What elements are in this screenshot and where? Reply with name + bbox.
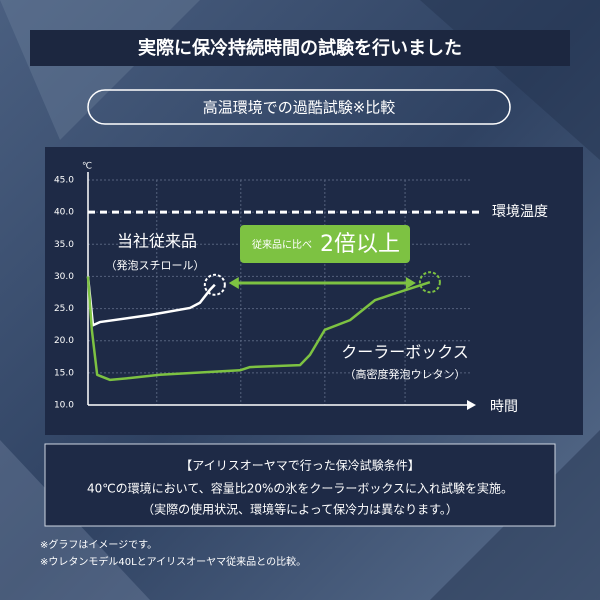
y-tick-label: 40.0 bbox=[54, 208, 74, 218]
y-tick-label: 30.0 bbox=[54, 272, 74, 282]
x-axis-arrow bbox=[467, 400, 476, 410]
y-tick-label: 45.0 bbox=[54, 176, 74, 186]
x-axis-label: 時間 bbox=[490, 399, 518, 415]
annotation-main: 2倍以上 bbox=[320, 232, 400, 257]
subtitle-pill bbox=[87, 89, 511, 125]
subtitle: 高温環境での過酷試験※比較 bbox=[203, 99, 396, 117]
y-tick-label: 25.0 bbox=[54, 304, 74, 314]
conditions-line: 40℃の環境において、容量比20%の氷をクーラーボックスに入れ試験を実施。 bbox=[87, 481, 513, 496]
series-material: （発泡スチロール） bbox=[106, 258, 205, 272]
end-highlight bbox=[418, 271, 441, 294]
y-unit: ℃ bbox=[82, 162, 92, 172]
annotation-box bbox=[240, 225, 410, 263]
footnote: ※ウレタンモデル40Lとアイリスオーヤマ従来品との比較。 bbox=[40, 555, 306, 568]
reference-label: 環境温度 bbox=[492, 204, 548, 220]
title: 実際に保冷持続時間の試験を行いました bbox=[138, 37, 462, 59]
y-tick-label: 15.0 bbox=[54, 368, 74, 378]
y-tick-label: 20.0 bbox=[54, 336, 74, 346]
title-bar bbox=[30, 30, 570, 66]
annotation-prefix: 従来品に比べ bbox=[252, 238, 312, 251]
conditions-box bbox=[44, 443, 556, 527]
series-material: （高密度発泡ウレタン） bbox=[345, 367, 466, 381]
y-tick-label: 35.0 bbox=[54, 240, 74, 250]
arrow-head bbox=[405, 277, 416, 289]
arrow-head bbox=[228, 277, 239, 289]
footnote: ※グラフはイメージです。 bbox=[40, 538, 157, 551]
end-highlight bbox=[203, 273, 226, 296]
series-line bbox=[86, 276, 431, 382]
conditions-line: （実際の使用状況、環境等によって保冷力は異なります。） bbox=[142, 502, 458, 517]
chart-panel bbox=[45, 147, 583, 435]
conditions-title: 【アイリスオーヤマで行った保冷試験条件】 bbox=[180, 458, 419, 473]
series-name: クーラーボックス bbox=[341, 343, 469, 362]
y-tick-label: 10.0 bbox=[54, 401, 74, 411]
series-name: 当社従来品 bbox=[117, 232, 197, 251]
